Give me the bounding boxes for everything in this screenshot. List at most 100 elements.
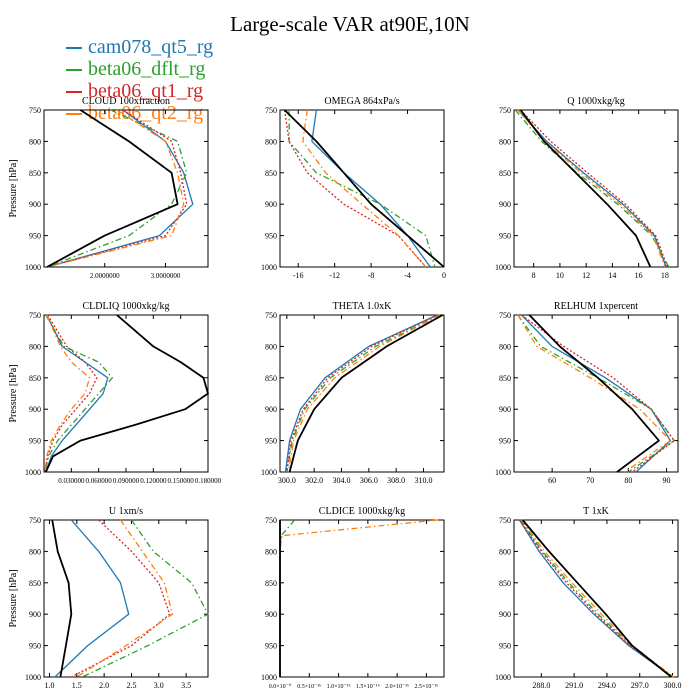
y-tick-label: 750 (265, 106, 277, 115)
plot-frame (513, 109, 679, 268)
series-line-reference (519, 109, 652, 268)
y-tick-label: 900 (29, 200, 41, 209)
series-line-beta06-qt1-rg (518, 519, 673, 678)
y-tick-label: 900 (499, 610, 511, 619)
y-tick-label: 800 (499, 342, 511, 351)
y-tick-label: 1000 (495, 673, 511, 682)
y-tick-label: 950 (265, 642, 277, 651)
y-tick-label: 750 (29, 311, 41, 320)
series-line-beta06-dflt-rg (517, 314, 675, 473)
y-tick-label: 950 (29, 642, 41, 651)
y-tick-label: 850 (499, 579, 511, 588)
series-line-beta06-dflt-rg (286, 314, 441, 473)
plot-frame (43, 519, 209, 678)
x-tick-label: 1.0 (44, 681, 54, 690)
panel-4: CLDLIQ 1000xkg/kg Pressure [hPa] 750 800 850… (8, 301, 222, 485)
x-tick-label: 0 (442, 271, 446, 280)
x-tick-label: 3.5 (181, 681, 191, 690)
y-tick-label: 850 (29, 169, 41, 178)
legend-label-beta06-qt2: beta06_qt2_rg (88, 102, 204, 124)
series-line-beta06-qt2-rg (76, 519, 174, 678)
legend-line-beta06-qt2 (66, 113, 82, 115)
plot-frame (43, 109, 209, 268)
y-tick-label: 950 (29, 437, 41, 446)
series-line-reference (288, 314, 444, 473)
legend-line-beta06-qt1 (66, 91, 82, 93)
series-line-beta06-qt1-rg (521, 314, 675, 473)
legend-line-cam078 (66, 47, 82, 49)
plot-title: CLOUD 100xfraction (82, 96, 170, 107)
y-tick-label: 950 (265, 232, 277, 241)
panel-2: OMEGA 864xPa/s 750 800 850 900 950 1000 -16 -12 -… (261, 96, 446, 280)
series-line-beta06-dflt-rg (46, 109, 188, 268)
x-tick-label: 90 (663, 476, 671, 485)
x-tick-label: -16 (293, 271, 304, 280)
y-tick-label: 900 (499, 405, 511, 414)
y-tick-label: 800 (499, 547, 511, 556)
series-line-cam078-qt5-rg (54, 519, 130, 678)
x-tick-label: 0.180000 (195, 477, 222, 485)
plot-title: THETA 1.0xK (333, 301, 392, 312)
y-tick-label: 800 (29, 137, 41, 146)
x-tick-label: 308.0 (387, 476, 405, 485)
series-line-beta06-qt2-rg (279, 519, 439, 677)
x-tick-label: 3.0000000 (151, 272, 181, 280)
x-tick-label: -4 (404, 271, 411, 280)
x-tick-label: 0.0×10⁻⁰ (269, 683, 292, 690)
series-line-reference (51, 519, 73, 678)
plot-frame (513, 314, 679, 473)
y-tick-label: 950 (499, 642, 511, 651)
series-line-reference (44, 314, 209, 473)
series-line-beta06-qt1-rg (283, 109, 427, 268)
legend-label-cam078: cam078_qt5_rg (88, 36, 214, 58)
x-tick-label: -8 (368, 271, 375, 280)
y-tick-label: 800 (29, 342, 41, 351)
y-tick-label: 800 (265, 137, 277, 146)
y-tick-label: 900 (265, 200, 277, 209)
y-tick-label: 900 (29, 610, 41, 619)
x-tick-label: 16 (635, 271, 643, 280)
series-line-beta06-qt1-rg (286, 314, 438, 473)
plot-title: RELHUM 1xpercent (554, 301, 638, 312)
plot-title: T 1xK (583, 506, 609, 517)
x-tick-label: 2.0×10⁻¹⁶ (385, 684, 409, 690)
x-tick-label: 297.0 (631, 681, 649, 690)
y-tick-label: 1000 (495, 263, 511, 272)
panel-7: U 1xm/s Pressure [hPa] 750 800 850 900 950 1000… (8, 506, 209, 690)
series-line-beta06-qt2-rg (46, 109, 185, 268)
series-line-beta06-qt1-rg (70, 519, 171, 678)
legend-label-beta06-qt1: beta06_qt1_rg (88, 80, 204, 102)
series-line-beta06-qt1-rg (46, 109, 188, 268)
y-axis-label: Pressure [hPa] (8, 364, 19, 422)
x-tick-label: 60 (548, 476, 556, 485)
x-tick-label: 0.060000 (86, 477, 113, 485)
plot-title: Q 1000xkg/kg (567, 96, 625, 107)
y-tick-label: 950 (29, 232, 41, 241)
y-tick-label: 800 (265, 547, 277, 556)
y-tick-label: 750 (499, 516, 511, 525)
y-tick-label: 1000 (495, 468, 511, 477)
series-line-beta06-qt2-rg (287, 314, 441, 473)
x-tick-label: -12 (329, 271, 340, 280)
plot-frame (279, 109, 445, 268)
y-tick-label: 750 (265, 311, 277, 320)
series-line-cam078-qt5-rg (518, 519, 673, 678)
panel-1: CLOUD 100xfraction Pressure [hPa] 750 800 85… (8, 96, 209, 280)
series-line-beta06-qt1-rg (520, 109, 669, 268)
x-tick-label: 0.5×10⁻¹⁶ (297, 684, 321, 690)
panel-3: Q 1000xkg/kg 750 800 850 900 950 1000 8 10 12 14 16… (495, 96, 679, 280)
x-tick-label: 294.0 (598, 681, 616, 690)
y-tick-label: 800 (265, 342, 277, 351)
x-tick-label: 2.0 (99, 681, 109, 690)
x-tick-label: 291.0 (565, 681, 583, 690)
series-line-beta06-qt2-rg (517, 109, 666, 268)
y-tick-label: 850 (265, 169, 277, 178)
plot-frame (513, 519, 679, 678)
x-tick-label: 3.0 (154, 681, 164, 690)
y-tick-label: 950 (265, 437, 277, 446)
plot-frame (279, 314, 445, 473)
y-tick-label: 1000 (25, 468, 41, 477)
series-line-cam078-qt5-rg (45, 314, 109, 473)
y-tick-label: 750 (499, 106, 511, 115)
